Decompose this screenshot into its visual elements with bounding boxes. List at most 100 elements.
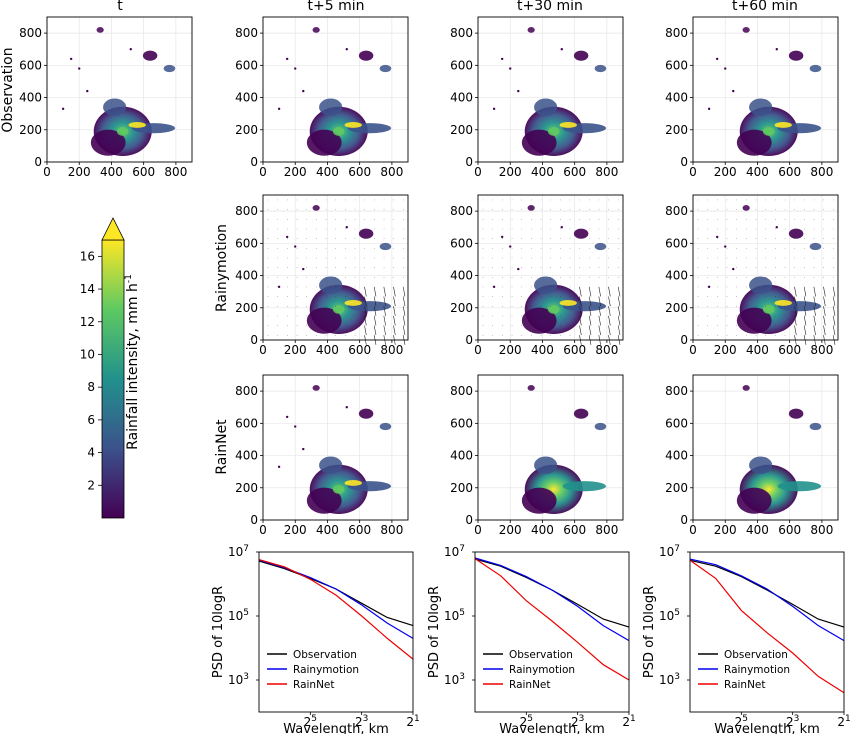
psd-xtick-label: 21 [622, 714, 635, 729]
rain-field-north [534, 456, 558, 474]
map-ytick-label: 800 [450, 384, 473, 398]
rain-core-high [559, 122, 577, 128]
map-xtick-label: 600 [778, 343, 801, 357]
motion-vector-arrow [598, 286, 601, 297]
map-panel: 00 200 200 400 400 600 600 800 800 [235, 16, 409, 179]
map-ytick-label: 0 [465, 155, 473, 169]
row-label-observation: Observation [0, 47, 16, 132]
map-ytick-label: 400 [665, 449, 688, 463]
motion-vector-arrow [598, 306, 601, 316]
map-xtick-label: 800 [380, 523, 403, 537]
motion-vector-arrow [579, 315, 582, 326]
motion-vector-arrow [823, 306, 826, 316]
rain-core-mid [332, 127, 345, 136]
map-ytick-label: 800 [450, 204, 473, 218]
rain-cell-ne [788, 50, 804, 61]
psd-axes-frame [474, 551, 630, 713]
motion-vector-arrow [832, 296, 836, 307]
map-axes-frame [477, 16, 624, 163]
map-ytick-label: 400 [19, 91, 42, 105]
psd-legend-label: RainNet [293, 679, 335, 691]
motion-vector-arrow [373, 296, 377, 307]
column-title-t: t [117, 0, 123, 14]
map-ytick-label: 600 [235, 58, 258, 72]
rain-band-east [777, 481, 822, 492]
map-ytick-label: 800 [19, 26, 42, 40]
map-ytick-label: 800 [235, 26, 258, 40]
map-ytick-label: 400 [450, 449, 473, 463]
map-ytick-label: 200 [235, 301, 258, 315]
motion-vector-arrow [823, 325, 826, 336]
psd-ytick-label: 103 [228, 672, 249, 687]
psd-legend-label: Observation [724, 649, 788, 661]
map-panel: 00 200 200 400 400 600 600 800 800 [235, 194, 409, 357]
motion-vector-arrow [598, 325, 601, 336]
psd-ytick-exponent: 7 [243, 544, 249, 554]
motion-vector-arrow [402, 315, 406, 326]
rain-core-mid [762, 127, 775, 136]
map-ytick-label: 0 [250, 333, 258, 347]
map-axes-frame [262, 374, 409, 521]
map-xtick-label: 200 [499, 343, 522, 357]
map-xtick-label: 0 [474, 165, 482, 179]
psd-xtick-exponent: 3 [794, 714, 800, 724]
rain-speck [345, 406, 348, 409]
rain-cell-ne [142, 50, 158, 61]
rain-cell-e [809, 242, 822, 251]
rain-cell-e [379, 64, 392, 73]
colorbar-tick-label: 2 [87, 478, 95, 492]
rain-core-mid [547, 127, 560, 136]
psd-series-line [689, 559, 845, 694]
map-ytick-label: 200 [235, 481, 258, 495]
rain-core-high [344, 300, 362, 306]
psd-xtick-exponent: 1 [414, 714, 420, 724]
map-xtick-label: 800 [595, 343, 618, 357]
column-title-t30: t+30 min [517, 0, 583, 14]
rain-cell-ne [788, 408, 804, 419]
rain-cell-n [527, 204, 535, 211]
motion-vector-arrow [823, 315, 826, 326]
motion-vector-arrow [832, 306, 836, 316]
map-xtick-label: 600 [348, 165, 371, 179]
psd-series-line [258, 559, 414, 660]
rain-speck [294, 245, 297, 248]
map-ytick-label: 400 [665, 91, 688, 105]
rain-speck [294, 67, 297, 70]
colorbar: 2 4 6 8 10 12 14 16 Rainfall intensity, mm h-1 [80, 217, 141, 519]
map-xtick-label: 200 [284, 523, 307, 537]
motion-vector-arrow [383, 315, 386, 326]
rain-cell-n [527, 26, 535, 33]
motion-vector-arrow [373, 306, 377, 316]
map-ytick-label: 600 [235, 416, 258, 430]
rain-cell-e [379, 242, 392, 251]
map-ytick-label: 600 [665, 58, 688, 72]
map-ytick-label: 600 [665, 236, 688, 250]
motion-vector-arrow [373, 286, 377, 297]
map-xtick-label: 400 [316, 165, 339, 179]
map-xtick-label: 0 [259, 343, 267, 357]
rain-speck [277, 107, 281, 111]
rain-speck [509, 245, 512, 248]
map-ytick-label: 600 [450, 236, 473, 250]
map-xtick-label: 200 [714, 523, 737, 537]
motion-vector-arrow [813, 315, 816, 326]
rain-field-south [736, 307, 772, 334]
motion-vector-arrow [364, 306, 367, 316]
psd-legend: Observation Rainymotion RainNet [267, 649, 359, 691]
map-ytick-label: 0 [250, 155, 258, 169]
rain-speck [732, 267, 735, 271]
rain-speck [724, 245, 727, 248]
rain-cell-n [742, 26, 750, 33]
map-xtick-label: 600 [563, 165, 586, 179]
psd-series-line [689, 558, 845, 642]
motion-vector-arrow [364, 325, 367, 336]
map-ytick-label: 0 [680, 333, 688, 347]
map-axes-frame [692, 16, 839, 163]
map-panel: 00 200 200 400 400 600 600 800 800 [665, 16, 839, 179]
map-ytick-label: 800 [450, 26, 473, 40]
map-ytick-label: 600 [19, 58, 42, 72]
rain-speck [509, 67, 512, 70]
rain-speck [129, 48, 132, 51]
motion-vector-arrow [794, 286, 797, 297]
rain-field-south [306, 129, 342, 156]
